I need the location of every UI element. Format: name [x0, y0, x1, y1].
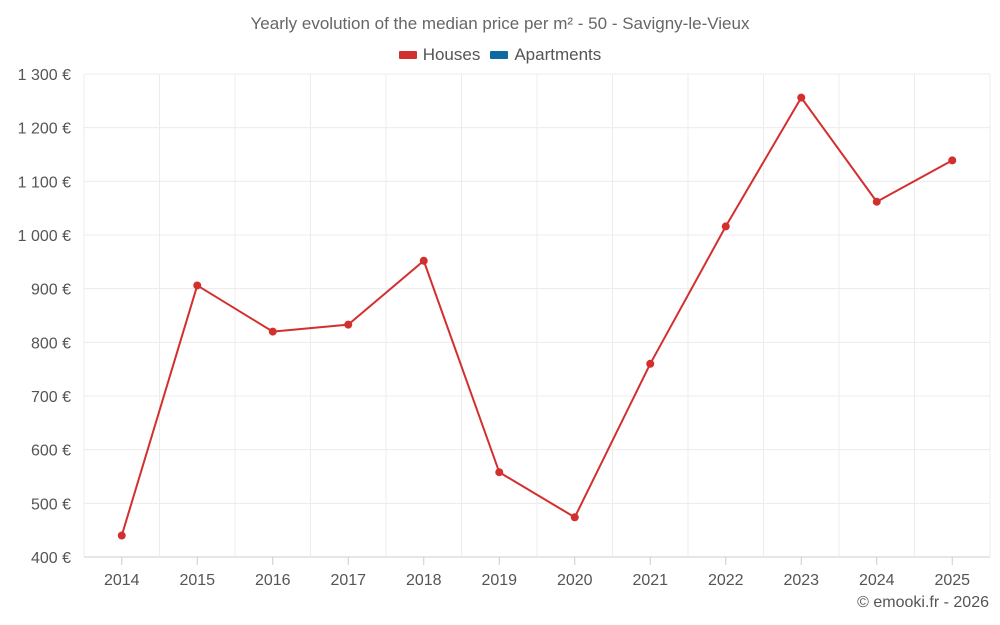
- data-point: [419, 256, 428, 265]
- x-tick-label: 2017: [330, 572, 366, 589]
- x-tick-label: 2015: [179, 572, 215, 589]
- data-point: [721, 222, 730, 231]
- data-point: [872, 197, 881, 206]
- data-point: [646, 359, 655, 368]
- y-tick-label: 1 200 €: [18, 121, 71, 138]
- legend-label-apartments: Apartments: [514, 45, 602, 64]
- x-tick-label: 2018: [406, 572, 442, 589]
- legend-label-houses: Houses: [422, 45, 481, 64]
- x-tick-label: 2024: [859, 572, 895, 589]
- data-point: [344, 320, 353, 329]
- legend-item-houses[interactable]: Houses: [398, 45, 481, 65]
- x-tick-label: 2014: [104, 572, 140, 589]
- chart-title: Yearly evolution of the median price per…: [250, 14, 750, 33]
- series-line-houses: [120, 96, 953, 536]
- y-tick-label: 800 €: [31, 335, 71, 352]
- x-tick-label: 2020: [557, 572, 593, 589]
- y-tick-label: 400 €: [31, 550, 71, 567]
- y-tick-label: 1 100 €: [18, 174, 71, 191]
- y-tick-label: 900 €: [31, 282, 71, 299]
- y-tick-label: 600 €: [31, 443, 71, 460]
- data-point: [117, 531, 126, 540]
- x-tick-label: 2022: [708, 572, 744, 589]
- legend-item-apartments[interactable]: Apartments: [490, 45, 601, 65]
- y-tick-label: 1 000 €: [18, 228, 71, 245]
- x-tick-label: 2021: [632, 572, 668, 589]
- data-point: [570, 513, 579, 522]
- x-tick-label: 2023: [783, 572, 819, 589]
- y-tick-label: 700 €: [31, 389, 71, 406]
- y-tick-label: 500 €: [31, 496, 71, 513]
- x-tick-label: 2025: [934, 572, 970, 589]
- data-point: [797, 93, 806, 102]
- houses-swatch-icon: [398, 51, 417, 59]
- data-point: [193, 281, 202, 290]
- chart-legend: Houses Apartments: [0, 45, 1000, 65]
- apartments-swatch-icon: [490, 51, 509, 59]
- x-tick-label: 2016: [255, 572, 291, 589]
- x-tick-label: 2019: [481, 572, 517, 589]
- data-point: [268, 327, 277, 336]
- data-point: [495, 468, 504, 477]
- data-point: [948, 156, 957, 165]
- y-tick-label: 1 300 €: [18, 67, 71, 84]
- credit-text: © emooki.fr - 2026: [857, 594, 989, 611]
